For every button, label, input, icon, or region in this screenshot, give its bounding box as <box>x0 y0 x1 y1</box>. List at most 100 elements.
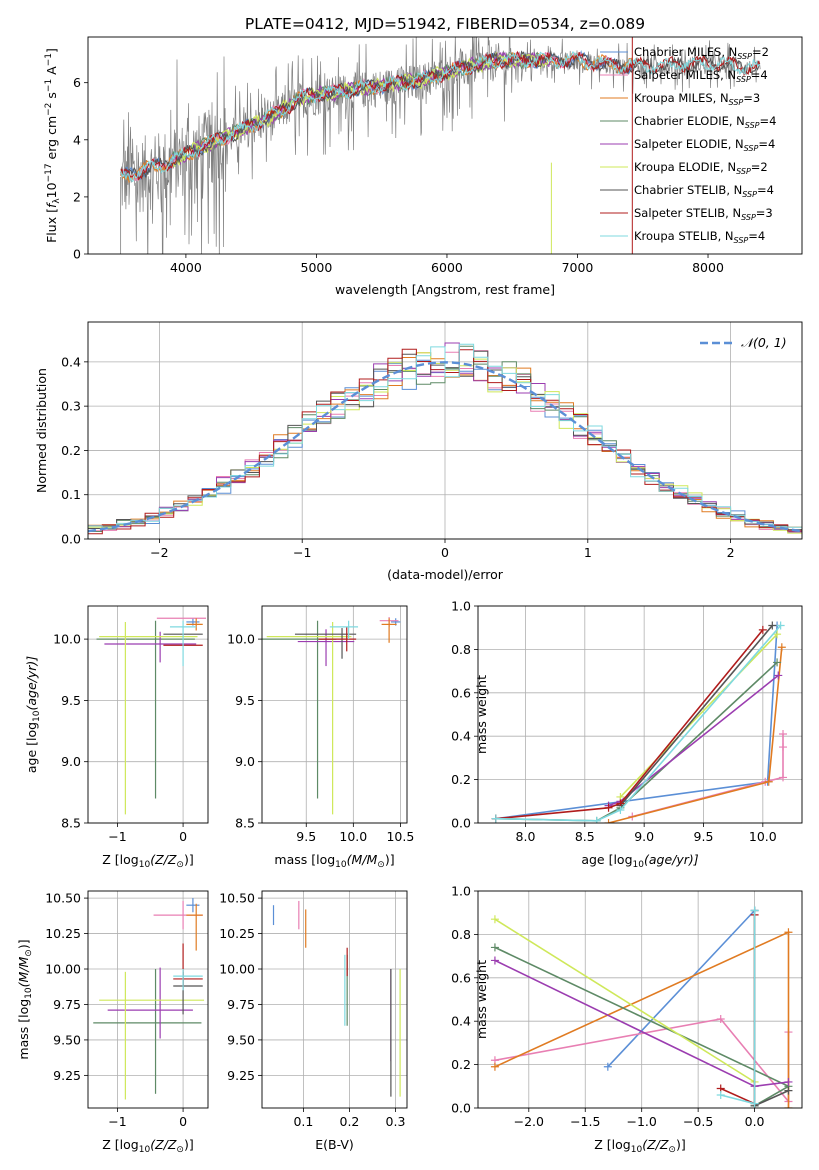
mass_vs_Z-frame <box>87 890 209 1109</box>
age_vs_mass-ytick-label: 9.5 <box>235 693 255 708</box>
spectrum-ytick-label: 0 <box>73 247 81 262</box>
spectrum-frame <box>87 36 803 255</box>
weight_vs_age-frame <box>477 605 803 824</box>
spectrum-xtick-label: 6000 <box>431 260 463 275</box>
weight-point-marker <box>784 1086 793 1095</box>
weight-point-marker <box>490 1062 499 1071</box>
model-spectrum-line <box>172 51 552 168</box>
spectrum-ytick-label: 4 <box>73 132 81 147</box>
residuals-frame <box>87 321 803 540</box>
spectrum-xtick-label: 4000 <box>170 260 202 275</box>
legend-label: Kroupa STELIB, NSSP=4 <box>634 229 765 245</box>
age_vs_Z-axes: −1 0 8.5 9.0 9.5 10.0 <box>53 606 208 844</box>
weight_vs_age-ytick-label: 0.6 <box>451 685 471 700</box>
residuals-xtick-label: 1 <box>584 545 592 560</box>
weight_vs_Z-ytick-label: 0.4 <box>451 1014 471 1029</box>
weight-point-marker <box>784 928 793 937</box>
residuals-legend-label: 𝒩(0, 1) <box>741 335 787 350</box>
legend-label: Chabrier ELODIE, NSSP=4 <box>634 114 776 130</box>
spectrum-series-group <box>120 37 761 254</box>
age_vs_mass-xtick-label: 10.5 <box>386 829 414 844</box>
weight_vs_age-ytick-label: 1.0 <box>451 599 471 614</box>
weight-point-marker <box>716 1015 725 1024</box>
mass_vs_Z-xlabel: Z [log10(Z/Z⊙)] <box>102 1137 193 1155</box>
weight-point-marker <box>776 621 785 630</box>
mass_vs_EBV-ytick-label: 9.25 <box>227 1068 255 1083</box>
spectrum-axes: 4000 5000 6000 7000 8000 0 2 4 6 <box>73 75 724 275</box>
residuals-ytick-label: 0.2 <box>61 443 81 458</box>
residuals-xtick-label: 0 <box>441 545 449 560</box>
weight-point-marker <box>779 730 788 739</box>
residuals-xtick-label: −2 <box>150 545 168 560</box>
mass_vs_Z-xtick-label: 0 <box>179 1114 187 1129</box>
weight-point-marker <box>779 773 788 782</box>
spectrum-ytick-label: 2 <box>73 189 81 204</box>
residual-histogram <box>88 348 802 539</box>
mass_vs_Z-ylabel: mass [log10(M/M⊙)] <box>16 939 34 1059</box>
mass_vs_EBV-xtick-label: 0.3 <box>386 1114 406 1129</box>
age_vs_mass-frame <box>261 605 408 824</box>
weight-point-marker <box>758 625 767 634</box>
mass_vs_Z-xtick-label: −1 <box>108 1114 126 1129</box>
weight_vs_Z-xtick-label: −1.0 <box>627 1114 657 1129</box>
weight_vs_Z-ytick-label: 0.6 <box>451 970 471 985</box>
weight_vs_Z-xtick-label: −0.5 <box>683 1114 713 1129</box>
weight-point-marker <box>784 1104 793 1108</box>
legend-label: Chabrier STELIB, NSSP=4 <box>634 183 774 199</box>
weight_vs_Z-xtick-label: −2.0 <box>514 1114 544 1129</box>
age_vs_mass-ytick-label: 10.0 <box>227 632 255 647</box>
weight-series-line <box>495 629 764 820</box>
legend-label: Salpeter STELIB, NSSP=3 <box>634 206 773 222</box>
weight_vs_age-xtick-label: 8.5 <box>575 829 595 844</box>
weight_vs_age-ytick-label: 0.0 <box>451 816 471 831</box>
residuals-series-group <box>88 342 802 539</box>
residuals-xlabel: (data-model)/error <box>387 567 504 582</box>
residuals-ytick-label: 0.4 <box>61 354 81 369</box>
weight_vs_age-xtick-label: 8.0 <box>516 829 536 844</box>
weight-point-marker <box>490 956 499 965</box>
weight_vs_Z-series-group <box>490 906 793 1108</box>
mass_vs_Z-ytick-label: 10.25 <box>45 926 81 941</box>
mass_vs_EBV-ytick-label: 9.50 <box>227 1032 255 1047</box>
weight-point-marker <box>750 906 759 915</box>
age_vs_Z-xtick-label: −1 <box>108 829 126 844</box>
mass_vs_EBV-ytick-label: 9.75 <box>227 997 255 1012</box>
weight_vs_Z-ytick-label: 1.0 <box>451 884 471 899</box>
age_vs_Z-xtick-label: 0 <box>179 829 187 844</box>
weight-point-marker <box>750 1099 759 1108</box>
weight-series-line <box>619 633 778 798</box>
legend-label: Kroupa ELODIE, NSSP=2 <box>634 160 768 176</box>
mass_vs_Z-series-group <box>93 898 205 1100</box>
legend-label: Salpeter MILES, NSSP=4 <box>634 68 768 84</box>
age_vs_Z-frame <box>87 605 209 824</box>
weight-series-line <box>495 661 778 822</box>
residuals-ytick-label: 0.0 <box>61 532 81 547</box>
mass_vs_EBV-xtick-label: 0.1 <box>293 1114 313 1129</box>
weight-series-line <box>720 914 756 1105</box>
weight-series-line <box>720 910 756 1105</box>
weight_vs_age-series-group <box>491 621 788 823</box>
weight_vs_age-xtick-label: 10.0 <box>749 829 777 844</box>
weight-point-marker <box>764 777 773 786</box>
figure-title: PLATE=0412, MJD=51942, FIBERID=0534, z=0… <box>245 15 645 33</box>
weight_vs_age-ytick-label: 0.2 <box>451 772 471 787</box>
age_vs_Z-xlabel: Z [log10(Z/Z⊙)] <box>102 852 193 870</box>
model-spectrum-line <box>172 51 552 166</box>
age_vs_Z-ytick-label: 8.5 <box>61 816 81 831</box>
mass_vs_Z-ytick-label: 10.50 <box>45 891 81 906</box>
weight-point-marker <box>773 630 782 639</box>
mass_vs_EBV-series-group <box>272 900 401 1097</box>
spectrum-legend: Chabrier MILES, NSSP=2 Salpeter MILES, NS… <box>600 45 776 245</box>
weight_vs_Z-frame <box>477 890 803 1109</box>
residual-histogram <box>88 343 802 539</box>
normal-reference-curve <box>88 361 802 533</box>
weight-series-line <box>495 624 782 822</box>
weight-point-marker <box>784 1077 793 1086</box>
spectrum-ytick-label: 6 <box>73 75 81 90</box>
mass_vs_EBV-xlabel: E(B-V) <box>315 1137 354 1152</box>
age_vs_Z-series-group <box>96 617 207 815</box>
age_vs_Z-ytick-label: 9.0 <box>61 754 81 769</box>
weight-series-line <box>619 624 773 807</box>
weight_vs_Z-ytick-label: 0.2 <box>451 1057 471 1072</box>
